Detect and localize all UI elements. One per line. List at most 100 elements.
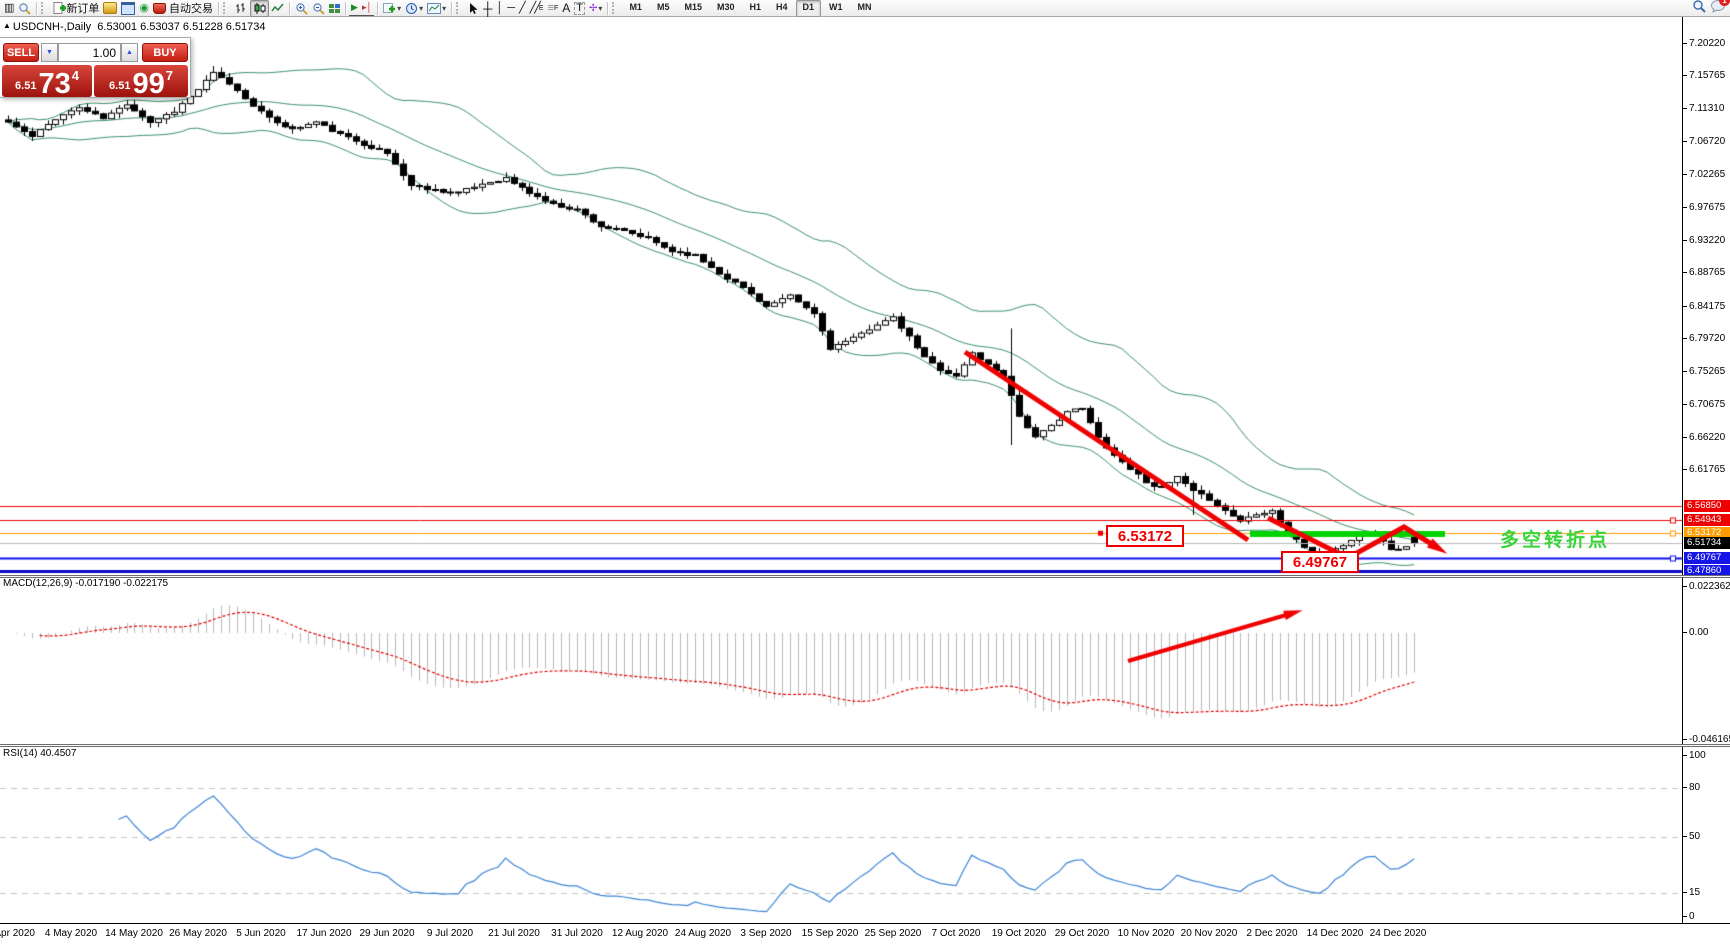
candlestick-mode-icon[interactable] xyxy=(250,0,270,17)
zoom-in-icon[interactable] xyxy=(293,1,310,16)
buy-price-display[interactable]: 6.51 99 7 xyxy=(94,65,188,99)
price-level-chip: 6.56850 xyxy=(1684,500,1730,512)
volume-input[interactable] xyxy=(58,43,121,62)
autotrading-label: 自动交易 xyxy=(169,3,214,15)
text-label-tool-icon[interactable]: T xyxy=(574,1,586,15)
price-tick-label: 6.84175 xyxy=(1682,301,1726,312)
price-tick-label: 7.11310 xyxy=(1682,103,1725,114)
timeframe-buttons: M1 M5 M15 M30 H1 H4 D1 W1 MN xyxy=(622,0,878,17)
rsi-pane-separator[interactable] xyxy=(0,744,1730,747)
symbol-marker-icon: ▲ xyxy=(3,21,11,30)
macd-scale-label: 0.022362 xyxy=(1683,581,1730,592)
time-axis-label: 4 May 2020 xyxy=(44,928,98,939)
price-tick-label: 7.20220 xyxy=(1682,38,1726,49)
cursor-tool-icon[interactable] xyxy=(466,1,481,16)
time-axis-label: 29 Jun 2020 xyxy=(359,928,415,939)
autotrading-button[interactable]: 自动交易 xyxy=(151,1,215,16)
time-axis-label: 20 Nov 2020 xyxy=(1180,928,1238,939)
price-tick-label: 6.70675 xyxy=(1682,399,1726,410)
sell-price-display[interactable]: 6.51 73 4 xyxy=(2,65,92,99)
buy-button[interactable]: BUY xyxy=(142,43,188,62)
timeframe-button-m5[interactable]: M5 xyxy=(656,1,670,12)
tick-chart-icon[interactable] xyxy=(16,1,33,16)
bar-chart-mode-icon[interactable] xyxy=(233,1,250,16)
indicators-icon[interactable]: ▾ xyxy=(381,1,403,16)
timeframe-button-d1[interactable]: D1 xyxy=(795,0,822,17)
arrows-dropdown-icon[interactable]: ▾ xyxy=(598,3,603,13)
rsi-scale-label: 0 xyxy=(1683,911,1695,922)
channel-tool-icon[interactable]: ╱╱ E xyxy=(529,1,544,14)
timeframe-button-mn[interactable]: MN xyxy=(857,1,872,12)
crosshair-tool-icon[interactable]: ┼ xyxy=(483,0,493,16)
line-chart-mode-icon[interactable] xyxy=(269,1,286,16)
periods-dropdown-icon[interactable]: ▾ xyxy=(419,3,424,13)
notification-badge: 1 xyxy=(1719,0,1730,6)
timeframe-button-w1[interactable]: W1 xyxy=(829,1,843,12)
strategy-tester-icon[interactable] xyxy=(119,1,137,16)
price-tick-label: 7.15765 xyxy=(1682,70,1726,81)
resistance-price-label[interactable]: 6.53172 xyxy=(1106,525,1184,547)
periods-icon[interactable]: ▾ xyxy=(403,1,425,16)
trendline-tool-icon[interactable]: ╱ xyxy=(519,1,526,14)
horizontal-line-tool-icon[interactable]: ─ xyxy=(507,1,516,14)
templates-dropdown-icon[interactable]: ▾ xyxy=(442,3,447,13)
time-axis-label: 22 Apr 2020 xyxy=(0,928,35,939)
price-tick-label: 6.88765 xyxy=(1682,267,1726,278)
rsi-scale-label: 50 xyxy=(1682,831,1701,842)
notifications-icon[interactable]: 1 xyxy=(1710,0,1730,18)
time-axis-label: 7 Oct 2020 xyxy=(931,928,981,939)
volume-increase-button[interactable]: ▲ xyxy=(121,43,138,62)
time-axis-label: 25 Sep 2020 xyxy=(864,928,922,939)
price-level-chip: 6.49767 xyxy=(1684,552,1730,564)
timeframe-button-m30[interactable]: M30 xyxy=(716,1,735,12)
auto-scroll-icon[interactable]: ▶ xyxy=(349,0,360,16)
time-axis[interactable]: 22 Apr 2020 4 May 2020 14 May 2020 26 May 2… xyxy=(0,923,1730,944)
chart-window-icon[interactable]: ▥ xyxy=(4,1,15,14)
time-axis-label: 26 May 2020 xyxy=(169,928,227,939)
macd-scale-label: 0.00 xyxy=(1682,627,1709,638)
vertical-line-tool-icon[interactable]: │ xyxy=(496,1,504,14)
price-tick-label: 7.02265 xyxy=(1682,169,1726,180)
price-tick-label: 6.66220 xyxy=(1682,432,1726,443)
templates-icon[interactable]: ▾ xyxy=(425,1,448,16)
time-axis-label: 2 Dec 2020 xyxy=(1246,928,1298,939)
autotrading-icon xyxy=(153,2,167,14)
price-tick-label: 6.79720 xyxy=(1682,333,1726,344)
time-axis-label: 15 Sep 2020 xyxy=(801,928,859,939)
arrows-tool-icon[interactable]: ✢ ▾ xyxy=(589,2,603,14)
main-toolbar: ▥ 新订单 ◉ 自动交易 xyxy=(0,0,1730,17)
price-level-chip: 6.47860 xyxy=(1684,565,1730,577)
price-level-chip: 6.51734 xyxy=(1684,537,1730,549)
price-level-chip: 6.53172 xyxy=(1684,527,1730,539)
time-axis-label: 24 Aug 2020 xyxy=(674,928,732,939)
search-icon[interactable] xyxy=(1692,0,1706,18)
price-tick-label: 7.06720 xyxy=(1682,136,1726,147)
chart-shift-icon[interactable]: ▸│ xyxy=(359,0,375,16)
time-axis-label: 17 Jun 2020 xyxy=(296,928,352,939)
price-tick-label: 6.61765 xyxy=(1682,464,1726,475)
timeframe-button-h4[interactable]: H4 xyxy=(776,1,788,12)
timeframe-button-m15[interactable]: M15 xyxy=(684,1,702,12)
zoom-out-icon[interactable] xyxy=(310,1,327,16)
support-price-label[interactable]: 6.49767 xyxy=(1281,551,1359,573)
quote-line: ▲ USDCNH-,Daily 6.53001 6.53037 6.51228 6… xyxy=(3,21,266,33)
signals-icon[interactable]: ◉ xyxy=(139,1,150,14)
rsi-scale-label: 15 xyxy=(1682,887,1701,898)
fibonacci-tool-icon[interactable]: ≡ F xyxy=(547,1,559,14)
macd-pane-separator[interactable] xyxy=(0,575,1730,578)
indicators-dropdown-icon[interactable]: ▾ xyxy=(397,3,402,13)
sell-button[interactable]: SELL xyxy=(3,43,39,62)
tile-windows-icon[interactable] xyxy=(327,1,342,16)
pivot-point-text[interactable]: 多空转折点 xyxy=(1500,530,1611,551)
market-depth-icon[interactable] xyxy=(101,1,119,16)
text-tool-icon[interactable]: A xyxy=(562,0,571,15)
time-axis-label: 10 Nov 2020 xyxy=(1117,928,1175,939)
rsi-scale-label: 100 xyxy=(1683,750,1706,761)
timeframe-button-h1[interactable]: H1 xyxy=(749,1,762,12)
new-order-button[interactable]: 新订单 xyxy=(51,1,101,16)
time-axis-label: 29 Oct 2020 xyxy=(1054,928,1110,939)
timeframe-button-m1[interactable]: M1 xyxy=(629,1,642,12)
volume-decrease-button[interactable]: ▼ xyxy=(41,43,58,62)
